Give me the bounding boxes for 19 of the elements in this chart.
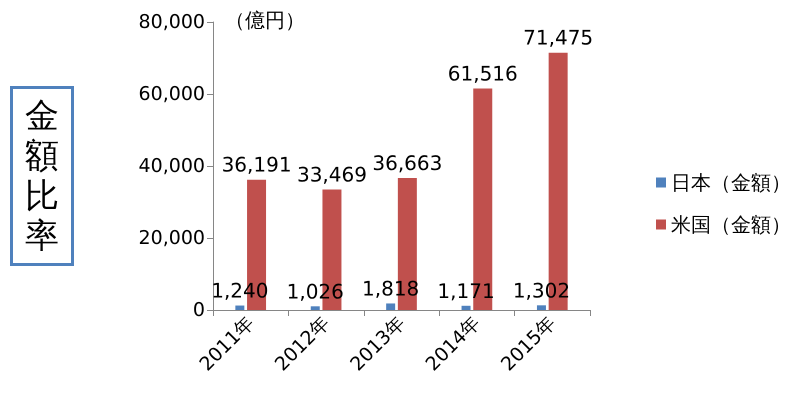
data-label: 71,475 [523, 26, 594, 50]
legend-label: 米国（金額） [671, 212, 791, 236]
data-label: 61,516 [448, 62, 518, 86]
y-tick-label: 0 [192, 299, 205, 321]
legend-label: 日本（金額） [671, 170, 791, 194]
bar [386, 303, 396, 310]
y-tick-label: 60,000 [138, 83, 205, 105]
y-axis-title: 金額比率 [25, 96, 59, 256]
bar [235, 306, 244, 310]
data-label: 36,191 [222, 152, 292, 177]
data-label: 33,469 [296, 162, 367, 187]
bar [536, 305, 546, 310]
bar [462, 306, 471, 310]
annotation: （億円） [225, 8, 305, 32]
data-label: 36,663 [372, 151, 442, 176]
y-tick-label: 20,000 [138, 227, 205, 249]
y-tick-label: 80,000 [138, 11, 205, 33]
bar [310, 306, 320, 310]
y-tick-label: 40,000 [138, 155, 205, 177]
